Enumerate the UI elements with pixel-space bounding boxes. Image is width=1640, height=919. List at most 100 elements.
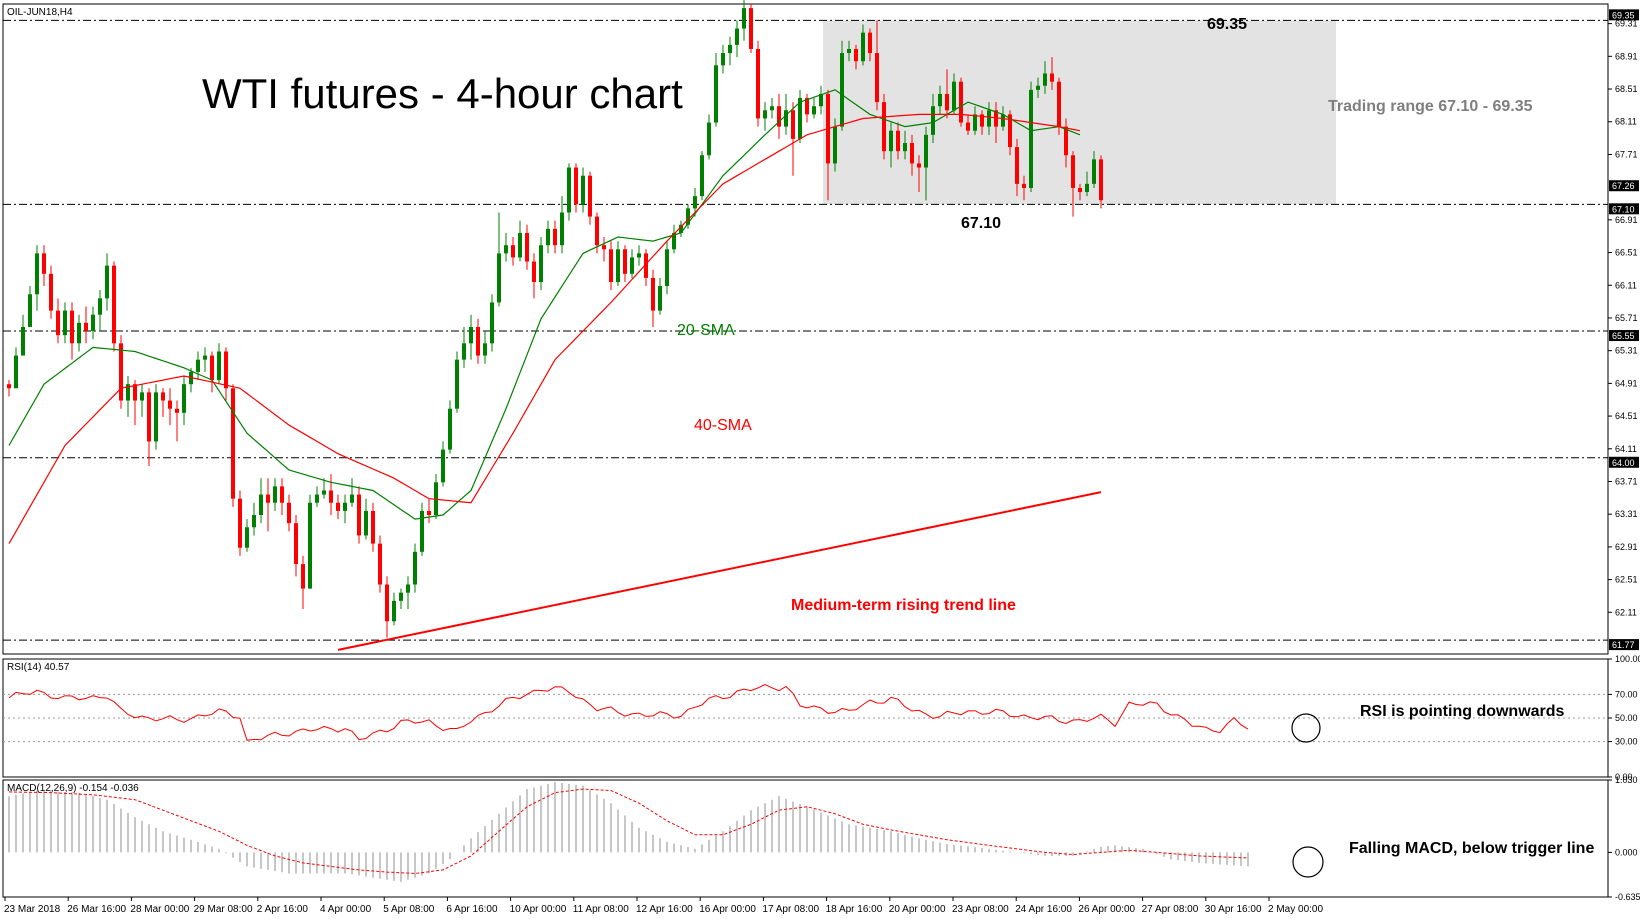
rsi-line: [8, 683, 1249, 741]
candle-body: [707, 122, 711, 156]
candle-body: [217, 351, 221, 381]
candle-body: [483, 343, 487, 356]
sma20-line: [8, 89, 1081, 520]
candle-body: [231, 388, 235, 499]
price-tag-box: [1609, 180, 1639, 192]
candle-body: [112, 265, 116, 344]
candle-body: [343, 502, 347, 511]
candle-body: [42, 253, 46, 274]
rsi-tick-label: 70.00: [1615, 689, 1638, 699]
macd-tick-label: 1.030: [1615, 775, 1638, 785]
trading-range-fill: [823, 20, 1336, 205]
macd-panel-frame: [2, 779, 1609, 898]
candle-body: [819, 93, 823, 107]
price-tick-label: 69.31: [1615, 19, 1638, 29]
candle-body: [462, 343, 466, 360]
trading-range-box: [823, 20, 1336, 205]
candle-body: [378, 543, 382, 585]
candle-body: [728, 44, 732, 54]
candle-body: [644, 253, 648, 278]
candle-body: [756, 48, 760, 119]
candle-body: [840, 53, 844, 127]
rsi-highlight-circle: [1291, 713, 1321, 743]
rsi-title: RSI(14) 40.57: [7, 662, 70, 673]
price-tag-box: [1609, 203, 1639, 215]
candle-body: [105, 265, 109, 299]
macd-highlight-circle: [1292, 846, 1324, 878]
candle-body: [763, 110, 767, 119]
candle-body: [616, 249, 620, 282]
candle-body: [805, 98, 809, 115]
candle-body: [861, 32, 865, 62]
candle-body: [525, 232, 529, 262]
candle-body: [224, 351, 228, 389]
candle-body: [602, 245, 606, 250]
price-tag-label: 69.35: [1612, 10, 1635, 20]
time-tick-label: 26 Mar 16:00: [67, 904, 126, 915]
candle-body: [329, 490, 333, 503]
candle-body: [742, 8, 746, 29]
price-tag-box: [1609, 9, 1639, 21]
candle-body: [749, 8, 753, 49]
candle-body: [672, 232, 676, 250]
candle-body: [560, 212, 564, 246]
candle-body: [406, 584, 410, 593]
candle-body: [588, 175, 592, 217]
candle-body: [896, 130, 900, 152]
candle-body: [518, 232, 522, 258]
time-axis: 23 Mar 2018 26 Mar 16:00 28 Mar 00:00 29 Ma…: [4, 897, 1323, 915]
price-tick-label: 68.11: [1615, 117, 1637, 127]
price-tick-label: 66.11: [1615, 280, 1637, 290]
candle-body: [147, 392, 151, 442]
price-tag-box: [1609, 639, 1639, 651]
macd-tick-label: -0.635: [1615, 892, 1640, 902]
rsi-tick-label: 100.00: [1615, 654, 1640, 664]
trading-range-label: Trading range 67.10 - 69.35: [1328, 98, 1533, 115]
candle-body: [1029, 89, 1033, 188]
time-tick-label: 11 Apr 08:00: [573, 904, 629, 915]
candle-body: [847, 48, 851, 54]
candle-body: [784, 110, 788, 127]
candle-body: [1050, 73, 1054, 82]
candle-body: [546, 228, 550, 246]
price-tick-label: 65.31: [1615, 346, 1638, 356]
time-tick-label: 27 Apr 08:00: [1142, 904, 1199, 915]
candle-body: [791, 110, 795, 139]
candle-body: [658, 286, 662, 311]
rsi-annotation: RSI is pointing downwards: [1360, 703, 1565, 720]
candle-body: [1057, 81, 1061, 127]
candle-body: [448, 408, 452, 450]
candle-body: [14, 355, 18, 389]
candle-body: [686, 208, 690, 225]
candle-body: [35, 253, 39, 295]
candle-body: [952, 81, 956, 111]
candle-body: [182, 384, 186, 413]
candle-body: [651, 277, 655, 311]
time-tick-label: 29 Mar 08:00: [194, 904, 253, 915]
candle-body: [336, 502, 340, 511]
symbol-label: OIL-JUN18,H4: [7, 7, 73, 18]
candle-body: [322, 490, 326, 495]
horizontal-levels: [3, 19, 1608, 641]
candle-body: [1092, 159, 1096, 184]
candle-body: [665, 249, 669, 287]
sma40-line: [8, 113, 1081, 544]
candle-body: [875, 53, 879, 103]
price-tick-label: 64.11: [1615, 444, 1637, 454]
chart-title: WTI futures - 4-hour chart: [202, 70, 683, 117]
candle-body: [497, 253, 501, 303]
candle-body: [721, 53, 725, 66]
candle-body: [1008, 114, 1012, 148]
candle-body: [973, 114, 977, 131]
candle-body: [259, 494, 263, 516]
candle-body: [623, 249, 627, 274]
candle-body: [315, 494, 319, 503]
candle-body: [273, 486, 277, 503]
candle-body: [196, 359, 200, 372]
candle-body: [959, 81, 963, 123]
candle-body: [203, 355, 207, 360]
candle-body: [357, 494, 361, 536]
candle-body: [777, 106, 781, 127]
candle-body: [931, 106, 935, 135]
macd-signal-line: [8, 788, 1249, 875]
